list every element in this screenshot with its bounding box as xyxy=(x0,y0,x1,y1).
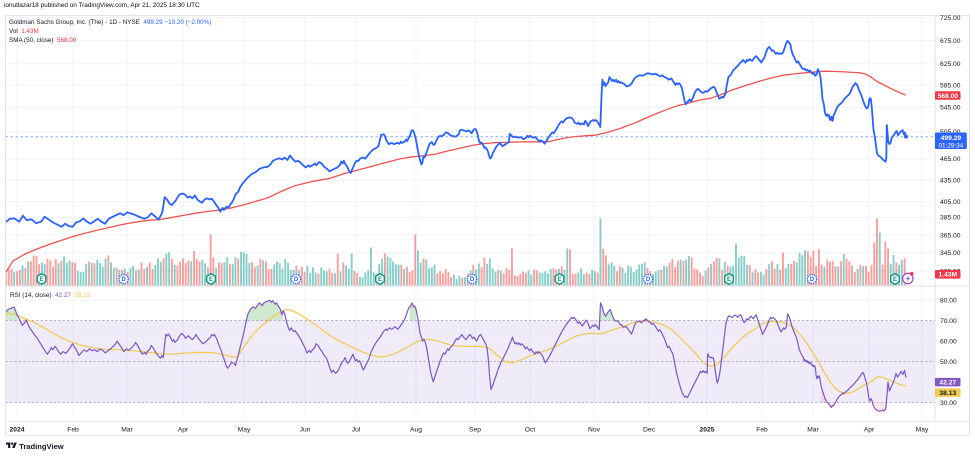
svg-text:585.00: 585.00 xyxy=(940,82,961,89)
svg-text:Feb: Feb xyxy=(67,426,79,433)
svg-text:Feb: Feb xyxy=(756,426,768,433)
svg-text:Mar: Mar xyxy=(807,426,819,433)
svg-text:38.13: 38.13 xyxy=(939,390,956,397)
svg-text:D: D xyxy=(470,277,475,283)
svg-text:Aug: Aug xyxy=(410,426,422,433)
svg-text:E: E xyxy=(209,277,213,283)
svg-text:50.00: 50.00 xyxy=(940,359,957,366)
svg-text:E: E xyxy=(557,277,561,283)
svg-text:Jul: Jul xyxy=(352,426,361,433)
svg-text:345.00: 345.00 xyxy=(940,250,961,257)
svg-text:365.00: 365.00 xyxy=(940,232,961,239)
svg-text:625.00: 625.00 xyxy=(940,61,961,68)
svg-text:E: E xyxy=(893,277,897,283)
svg-text:Nov: Nov xyxy=(588,426,601,433)
svg-text:D: D xyxy=(294,277,299,283)
svg-text:Dec: Dec xyxy=(643,426,656,433)
svg-text:01:29:34: 01:29:34 xyxy=(938,143,963,150)
svg-text:Sep: Sep xyxy=(469,426,481,433)
svg-text:435.00: 435.00 xyxy=(940,177,961,184)
svg-text:E: E xyxy=(727,277,731,283)
svg-text:465.00: 465.00 xyxy=(940,156,961,163)
svg-text:E: E xyxy=(378,277,382,283)
svg-text:Oct: Oct xyxy=(525,426,536,433)
svg-text:2025: 2025 xyxy=(700,426,715,433)
svg-text:E: E xyxy=(39,277,43,283)
svg-text:675.00: 675.00 xyxy=(940,38,961,45)
svg-text:Apr: Apr xyxy=(178,426,189,433)
svg-text:D: D xyxy=(810,277,815,283)
svg-text:405.00: 405.00 xyxy=(940,199,961,206)
svg-text:D: D xyxy=(122,277,127,283)
svg-text:70.00: 70.00 xyxy=(940,318,957,325)
svg-text:545.00: 545.00 xyxy=(940,105,961,112)
svg-text:1.43M: 1.43M xyxy=(939,272,958,279)
svg-text:385.00: 385.00 xyxy=(940,215,961,222)
svg-text:2024: 2024 xyxy=(10,426,25,433)
svg-text:42.27: 42.27 xyxy=(939,379,956,386)
svg-text:80.00: 80.00 xyxy=(940,298,957,305)
svg-text:30.00: 30.00 xyxy=(940,400,957,407)
svg-text:D: D xyxy=(646,277,651,283)
svg-text:May: May xyxy=(916,426,929,433)
svg-text:499.29: 499.29 xyxy=(941,135,962,142)
svg-text:May: May xyxy=(238,426,251,433)
svg-text:Mar: Mar xyxy=(121,426,133,433)
svg-text:568.00: 568.00 xyxy=(938,93,959,100)
svg-text:Apr: Apr xyxy=(864,426,875,433)
svg-text:725.00: 725.00 xyxy=(940,15,961,22)
svg-text:Jun: Jun xyxy=(300,426,311,433)
svg-text:60.00: 60.00 xyxy=(940,338,957,345)
